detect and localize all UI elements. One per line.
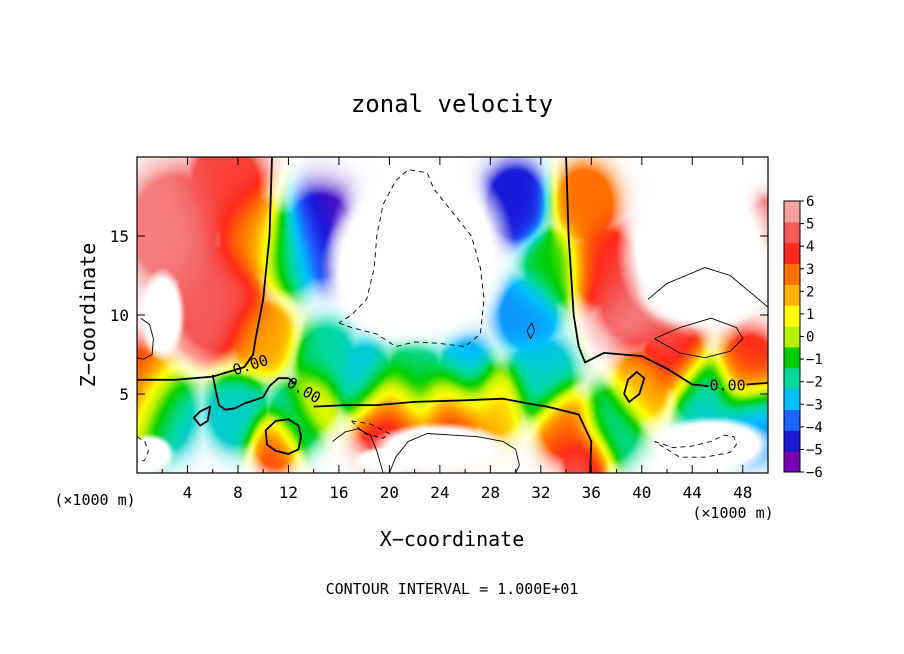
chart-title: zonal velocity [351,90,553,118]
contour-line-zero [211,374,297,411]
colorbar-swatch [784,430,800,452]
contour-line-positive [654,317,744,359]
contour-line-positive [332,428,384,473]
contour-line-zero [264,418,302,455]
contour-line-zero [746,382,768,386]
colorbar-label: −2 [806,375,823,391]
contour-label: 0.00 [710,377,746,395]
colorbar-swatch [784,201,800,223]
contour-line-zero [193,405,212,427]
colorbar-swatch [784,346,800,369]
colorbar-swatch [784,242,800,265]
contour-lines [137,157,768,473]
colorbar: 6 5 4 3 2 1 0 −1 −2 −3 −4 −5 −6 [783,194,823,481]
colorbar-swatch [784,367,800,390]
plot-area: 0.000.00 0.00 [136,156,769,474]
colorbar-swatch [784,326,800,348]
colorbar-label: 6 [806,194,814,210]
contour-line-positive [526,322,535,339]
colorbar-label: 5 [806,217,814,233]
y-axis-label: Z−coordinate [76,243,100,388]
colorbar-label: −6 [806,465,823,481]
x-axis-label: X−coordinate [380,527,525,551]
contour-line-zero [565,157,709,387]
colorbar-swatch [784,305,800,327]
colorbar-label: −3 [806,397,823,413]
contour-line-positive [388,433,520,473]
contour-interval-note: CONTOUR INTERVAL = 1.000E+01 [326,580,579,598]
x-tick-label: 36 [582,483,601,502]
colorbar-swatch [784,451,800,473]
colorbar-label: 1 [806,307,814,323]
colorbar-swatch [784,263,800,285]
colorbar-swatch [784,409,800,431]
x-tick-label: 20 [380,483,399,502]
x-tick-label: 12 [279,483,298,502]
contour-line-zero [313,397,593,473]
y-tick-label: 10 [110,306,129,325]
x-unit-left: (×1000 m) [54,491,135,509]
y-tick-label: 15 [110,227,129,246]
contour-line-zero [137,157,273,381]
colorbar-label: 0 [806,330,814,346]
colorbar-label: −5 [806,442,823,458]
contour-line-negative [654,434,737,458]
colorbar-swatch [784,284,800,306]
x-tick-label: 24 [430,483,449,502]
colorbar-label: −4 [806,420,823,436]
y-tick-label: 5 [119,385,129,404]
contour-line-positive [137,317,154,360]
x-axis-ticks: 4 8 12 16 20 24 28 32 36 40 44 48 [161,157,752,502]
x-tick-label: 28 [481,483,500,502]
x-tick-label: 4 [183,483,193,502]
x-unit-right: (×1000 m) [692,504,773,522]
y-axis-ticks: 5 10 15 [110,227,768,404]
colorbar-label: −1 [806,352,823,368]
x-tick-label: 16 [329,483,348,502]
contour-line-negative [137,436,149,463]
velocity-heatmap [137,157,768,473]
contour-line-zero [623,371,646,403]
x-tick-label: 32 [531,483,550,502]
x-tick-label: 8 [233,483,243,502]
colorbar-label: 3 [806,262,814,278]
contour-line-positive [647,267,768,308]
x-tick-label: 44 [683,483,702,502]
colorbar-label: 4 [806,239,814,255]
x-tick-label: 40 [632,483,651,502]
colorbar-label: 2 [806,284,814,300]
colorbar-swatch [784,388,800,410]
x-tick-label: 48 [733,483,752,502]
colorbar-swatch [784,221,800,244]
